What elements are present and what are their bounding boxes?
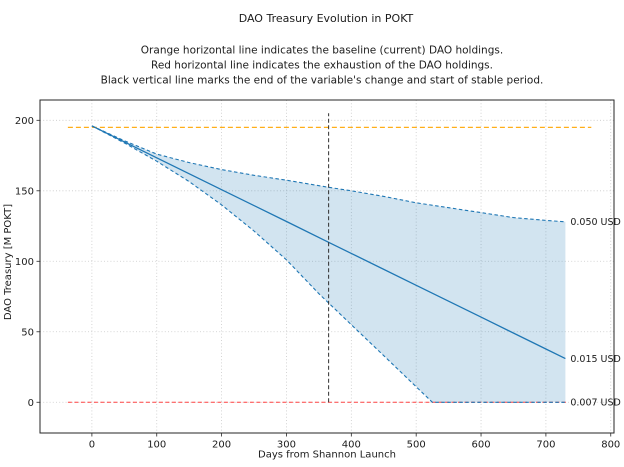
- x-axis-tick-labels: 0 100 200 300 400 500 600 700 800: [89, 440, 621, 451]
- y-axis-ticks: [36, 119, 40, 403]
- x-axis-ticks: [91, 433, 612, 437]
- y-axis-label: DAO Treasury [M POKT]: [3, 204, 14, 320]
- series-label-0050usd: 0.050 USD: [570, 217, 621, 228]
- x-tick-label: 400: [342, 440, 361, 451]
- x-tick-label: 100: [147, 440, 166, 451]
- x-tick-label: 600: [471, 440, 490, 451]
- scenario-upper-line-0050usd: [91, 125, 566, 223]
- subtitle-line-stable-period: Black vertical line marks the end of the…: [101, 75, 544, 87]
- x-axis-label: Days from Shannon Launch: [258, 450, 396, 461]
- plot-frame: [39, 99, 615, 434]
- scenario-mid-line-0015usd: [91, 125, 566, 360]
- x-gridlines: [91, 100, 612, 433]
- x-tick-label: 0: [89, 440, 95, 451]
- x-tick-label: 800: [601, 440, 620, 451]
- y-tick-label: 100: [15, 257, 34, 268]
- x-tick-label: 500: [407, 440, 426, 451]
- y-tick-label: 200: [15, 116, 34, 127]
- y-tick-label: 50: [21, 327, 34, 338]
- y-tick-label: 0: [28, 398, 34, 409]
- x-tick-label: 700: [536, 440, 555, 451]
- series-label-0007usd: 0.007 USD: [570, 397, 621, 408]
- x-tick-label: 300: [277, 440, 296, 451]
- scenario-lower-line-0007usd: [91, 125, 566, 403]
- subtitle-line-baseline: Orange horizontal line indicates the bas…: [141, 45, 503, 57]
- subtitle-line-exhaustion: Red horizontal line indicates the exhaus…: [151, 60, 493, 72]
- series-label-0015usd: 0.015 USD: [570, 354, 621, 365]
- y-axis-tick-labels: 0 50 100 150 200: [15, 116, 34, 409]
- chart-title: DAO Treasury Evolution in POKT: [239, 12, 414, 25]
- x-tick-label: 200: [212, 440, 231, 451]
- y-tick-label: 150: [15, 186, 34, 197]
